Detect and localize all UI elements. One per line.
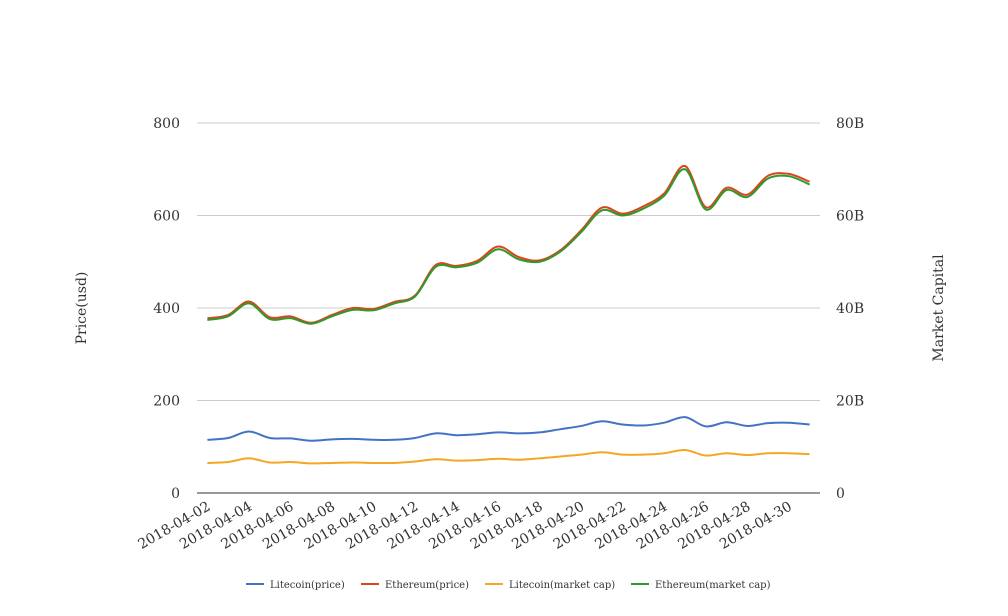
grid-lines <box>197 122 820 494</box>
y-axis-left: 0 200 400 600 800 <box>153 116 180 502</box>
y-axis-right: 0 20B 40B 60B 80B <box>836 116 864 502</box>
series-lines <box>207 165 811 465</box>
y-right-tick-label: 40B <box>836 301 864 317</box>
series-line-ethereum-price <box>207 165 810 324</box>
legend-label: Ethereum(market cap) <box>655 580 771 591</box>
legend-item-litecoin-price[interactable]: Litecoin(price) <box>246 580 345 591</box>
legend-item-ethereum-market-cap[interactable]: Ethereum(market cap) <box>631 580 771 591</box>
y-right-tick-label: 0 <box>836 486 845 502</box>
legend-item-ethereum-price[interactable]: Ethereum(price) <box>361 580 469 591</box>
y-left-tick-label: 800 <box>153 116 180 132</box>
legend-item-litecoin-market-cap[interactable]: Litecoin(market cap) <box>485 580 615 591</box>
x-axis: 2018-04-022018-04-042018-04-062018-04-08… <box>135 499 794 553</box>
y-right-tick-label: 80B <box>836 116 864 132</box>
y-left-tick-label: 0 <box>171 486 180 502</box>
y-right-tick-label: 20B <box>836 394 864 410</box>
y-left-tick-label: 200 <box>153 394 180 410</box>
series-line-litecoin-market-cap <box>207 448 810 465</box>
series-line-ethereum-market-cap <box>207 168 811 325</box>
series-line-litecoin-price <box>207 416 810 442</box>
y-axis-right-title: Market Capital <box>931 254 947 362</box>
y-axis-left-title: Price(usd) <box>74 272 90 345</box>
legend-label: Litecoin(market cap) <box>509 580 615 591</box>
legend[interactable]: Litecoin(price) Ethereum(price) Litecoin(m… <box>246 580 771 591</box>
y-left-tick-label: 600 <box>153 209 180 225</box>
y-left-tick-label: 400 <box>153 301 180 317</box>
legend-label: Ethereum(price) <box>385 580 469 591</box>
y-right-tick-label: 60B <box>836 209 864 225</box>
legend-label: Litecoin(price) <box>270 580 345 591</box>
